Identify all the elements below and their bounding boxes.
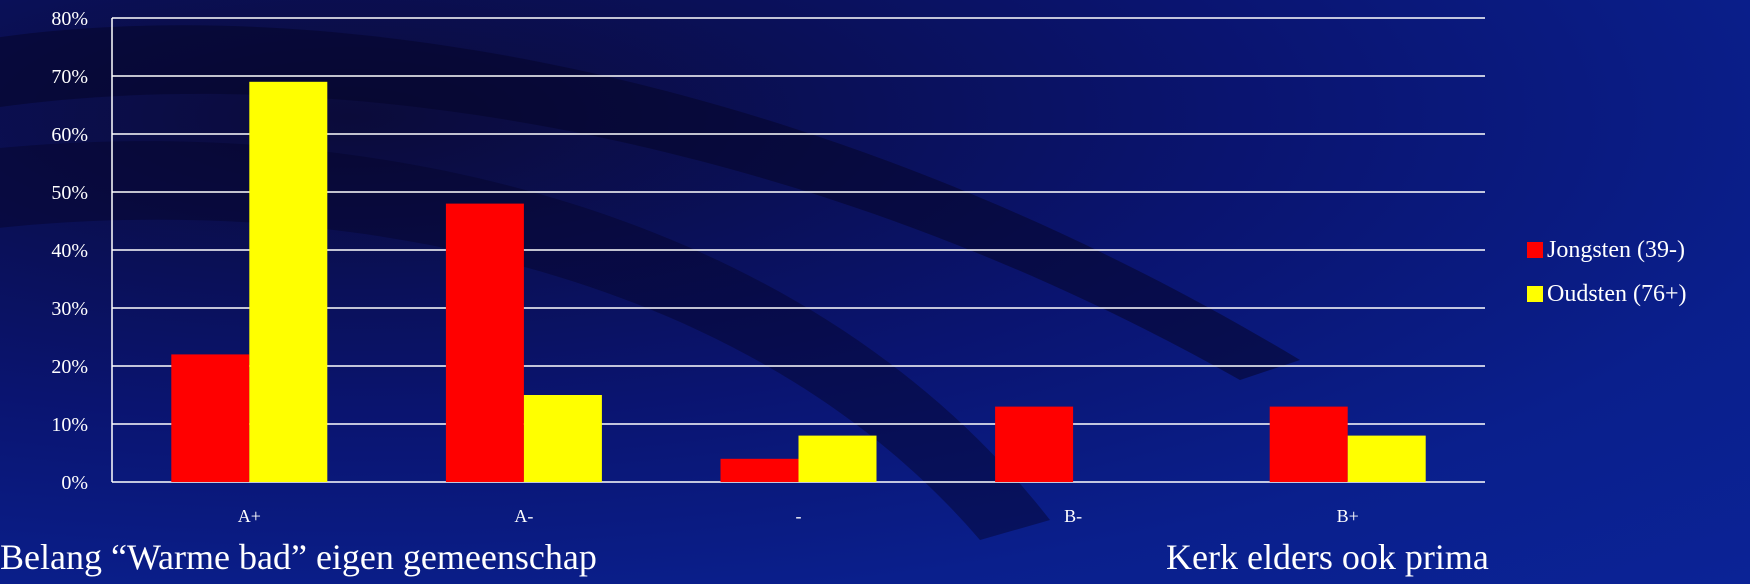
- y-tick-label: 80%: [51, 8, 88, 30]
- x-axis-ticks: A+ A- - B- B+: [238, 506, 1359, 526]
- legend-label: Jongsten (39-): [1547, 237, 1685, 263]
- y-axis-ticks: 0% 10% 20% 30% 40% 50% 60% 70% 80%: [51, 8, 88, 494]
- bar-jongsten-3: [995, 406, 1074, 482]
- footer-right-caption: Kerk elders ook prima: [1166, 537, 1489, 577]
- y-tick-label: 0%: [61, 472, 88, 494]
- x-tick-label: -: [796, 506, 802, 526]
- y-tick-label: 70%: [51, 66, 88, 88]
- bar-jongsten-2: [720, 458, 799, 482]
- legend-swatch-red: [1527, 242, 1543, 258]
- bar-jongsten-0: [171, 354, 250, 482]
- bar-jongsten-1: [445, 203, 524, 482]
- bar-oudsten-1: [523, 395, 602, 482]
- x-tick-label: A+: [238, 506, 261, 526]
- footer-left-caption: Belang “Warme bad” eigen gemeenschap: [0, 537, 597, 577]
- bars: [171, 81, 1426, 483]
- y-tick-label: 50%: [51, 182, 88, 204]
- bar-oudsten-0: [249, 81, 328, 483]
- bar-oudsten-4: [1347, 435, 1426, 482]
- gridlines: [111, 17, 1485, 483]
- y-tick-label: 60%: [51, 124, 88, 146]
- x-tick-label: B+: [1337, 506, 1359, 526]
- bar-jongsten-4: [1269, 406, 1348, 482]
- legend-swatch-yellow: [1527, 286, 1543, 302]
- y-tick-label: 30%: [51, 298, 88, 320]
- legend-item-series-1: Jongsten (39-): [1527, 228, 1687, 272]
- legend-label: Oudsten (76+): [1547, 281, 1687, 307]
- y-tick-label: 40%: [51, 240, 88, 262]
- x-tick-label: B-: [1064, 506, 1082, 526]
- y-tick-label: 20%: [51, 356, 88, 378]
- legend: Jongsten (39-) Oudsten (76+): [1527, 228, 1687, 316]
- x-tick-label: A-: [514, 506, 533, 526]
- legend-item-series-2: Oudsten (76+): [1527, 272, 1687, 316]
- y-tick-label: 10%: [51, 414, 88, 436]
- bar-oudsten-2: [798, 435, 877, 482]
